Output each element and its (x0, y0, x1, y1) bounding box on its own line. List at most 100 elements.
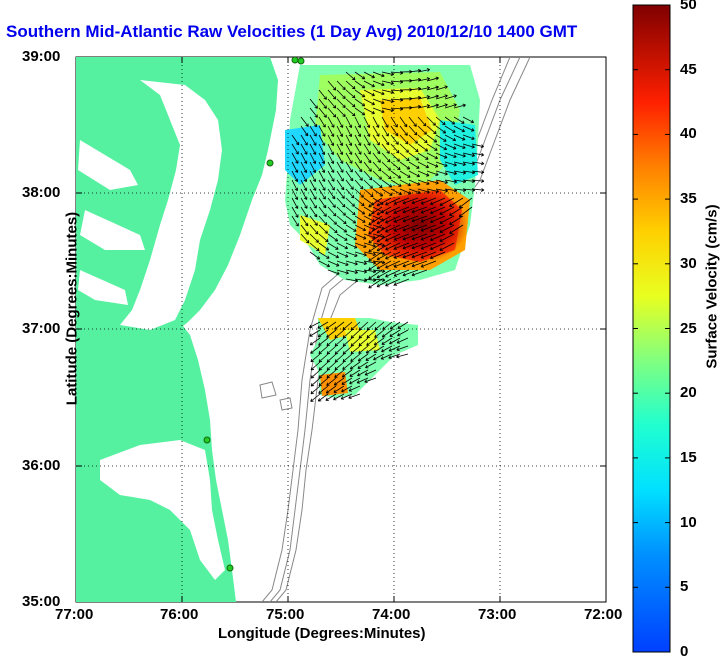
velocity-arrow (368, 260, 383, 271)
velocity-arrow (402, 215, 419, 223)
velocity-arrow (310, 353, 321, 363)
velocity-arrow (417, 116, 427, 127)
velocity-arrow (336, 134, 344, 147)
velocity-arrow (327, 152, 335, 164)
x-tick-label: 77:00 (55, 606, 94, 623)
velocity-arrow (444, 125, 456, 133)
velocity-arrow (327, 215, 337, 225)
velocity-arrow (368, 233, 383, 244)
velocity-arrow (309, 197, 317, 209)
velocity-arrow (408, 152, 420, 161)
velocity-arrow (363, 170, 373, 181)
velocity-arrow (345, 161, 353, 173)
velocity-arrow (363, 125, 371, 137)
velocity-arrow (376, 215, 392, 225)
velocity-arrow (345, 170, 354, 182)
velocity-arrow (381, 143, 390, 154)
velocity-arrow (318, 251, 330, 259)
velocity-arrow (336, 125, 344, 138)
velocity-arrow (300, 161, 308, 174)
velocity-arrow (300, 188, 308, 200)
velocity-arrow (326, 329, 337, 338)
velocity-arrow (444, 152, 457, 159)
colorbar-label: Surface Velocity (cm/s) (703, 204, 721, 369)
colorbar-tick-label: 5 (680, 578, 689, 596)
velocity-arrow (345, 206, 356, 216)
velocity-arrow (317, 329, 329, 338)
x-tick-label: 76:00 (160, 606, 199, 623)
velocity-arrow (349, 369, 361, 377)
velocity-arrow (435, 152, 448, 159)
velocity-arrow (402, 224, 419, 232)
velocity-arrow (381, 152, 391, 163)
velocity-arrow (336, 206, 346, 216)
velocity-arrow (426, 143, 438, 151)
y-tick-label: 36:00 (22, 457, 61, 474)
velocity-arrow (310, 377, 321, 387)
velocity-arrow (453, 116, 465, 124)
velocity-arrow (453, 152, 466, 158)
velocity-arrow (309, 224, 319, 235)
velocity-arrow (417, 77, 431, 82)
velocity-arrow (435, 103, 448, 109)
velocity-arrow (309, 170, 317, 182)
velocity-arrow (411, 206, 428, 214)
velocity-arrow (345, 116, 353, 129)
velocity-arrow (381, 337, 393, 345)
velocity-arrow (417, 161, 429, 169)
velocity-arrow (444, 143, 457, 150)
velocity-arrow (372, 116, 380, 128)
velocity-arrow (462, 152, 475, 158)
velocity-arrow (309, 107, 318, 118)
velocity-arrow (385, 251, 401, 260)
velocity-arrow (393, 224, 410, 232)
velocity-arrow (376, 233, 392, 243)
colorbar-tick-label: 25 (680, 319, 697, 337)
velocity-arrow (376, 251, 392, 261)
velocity-arrow (381, 89, 394, 94)
velocity-arrow (397, 321, 409, 329)
velocity-arrow (309, 337, 321, 346)
velocity-arrow (318, 161, 326, 173)
velocity-arrow (310, 345, 321, 354)
velocity-arrow (385, 215, 401, 224)
velocity-arrow (327, 143, 335, 156)
velocity-arrow (318, 98, 327, 109)
velocity-arrow (430, 197, 446, 206)
velocity-arrow (318, 197, 327, 209)
velocity-arrow (385, 242, 401, 251)
velocity-arrow (333, 393, 345, 401)
velocity-arrow (336, 242, 348, 250)
velocity-arrow (354, 170, 363, 181)
velocity-arrow (435, 134, 447, 142)
velocity-arrow (342, 361, 353, 370)
velocity-arrow (363, 98, 375, 106)
velocity-arrow (385, 260, 401, 269)
velocity-arrow (318, 377, 329, 387)
velocity-arrow (354, 143, 362, 155)
velocity-arrow (354, 161, 363, 173)
colorbar-tick-label: 35 (680, 190, 697, 208)
velocity-arrow (341, 377, 353, 385)
velocity-arrow (399, 143, 409, 153)
velocity-arrow (333, 377, 345, 386)
y-tick-label: 39:00 (22, 48, 61, 65)
velocity-arrow (291, 134, 300, 146)
velocity-arrow (310, 393, 321, 402)
velocity-arrow (327, 125, 335, 137)
velocity-arrow (376, 278, 392, 288)
velocity-arrow (399, 170, 411, 178)
velocity-arrow (291, 179, 299, 192)
velocity-arrow (372, 242, 385, 248)
velocity-arrow (345, 224, 357, 232)
velocity-arrow (408, 170, 420, 178)
velocity-arrow (317, 393, 329, 402)
velocity-arrow (372, 188, 384, 197)
velocity-arrow (411, 269, 428, 277)
velocity-arrow (300, 233, 310, 244)
velocity-arrow (365, 345, 377, 354)
velocity-arrow (373, 337, 385, 346)
velocity-arrow (336, 98, 346, 109)
velocity-arrow (411, 260, 428, 268)
station-marker (226, 564, 234, 572)
